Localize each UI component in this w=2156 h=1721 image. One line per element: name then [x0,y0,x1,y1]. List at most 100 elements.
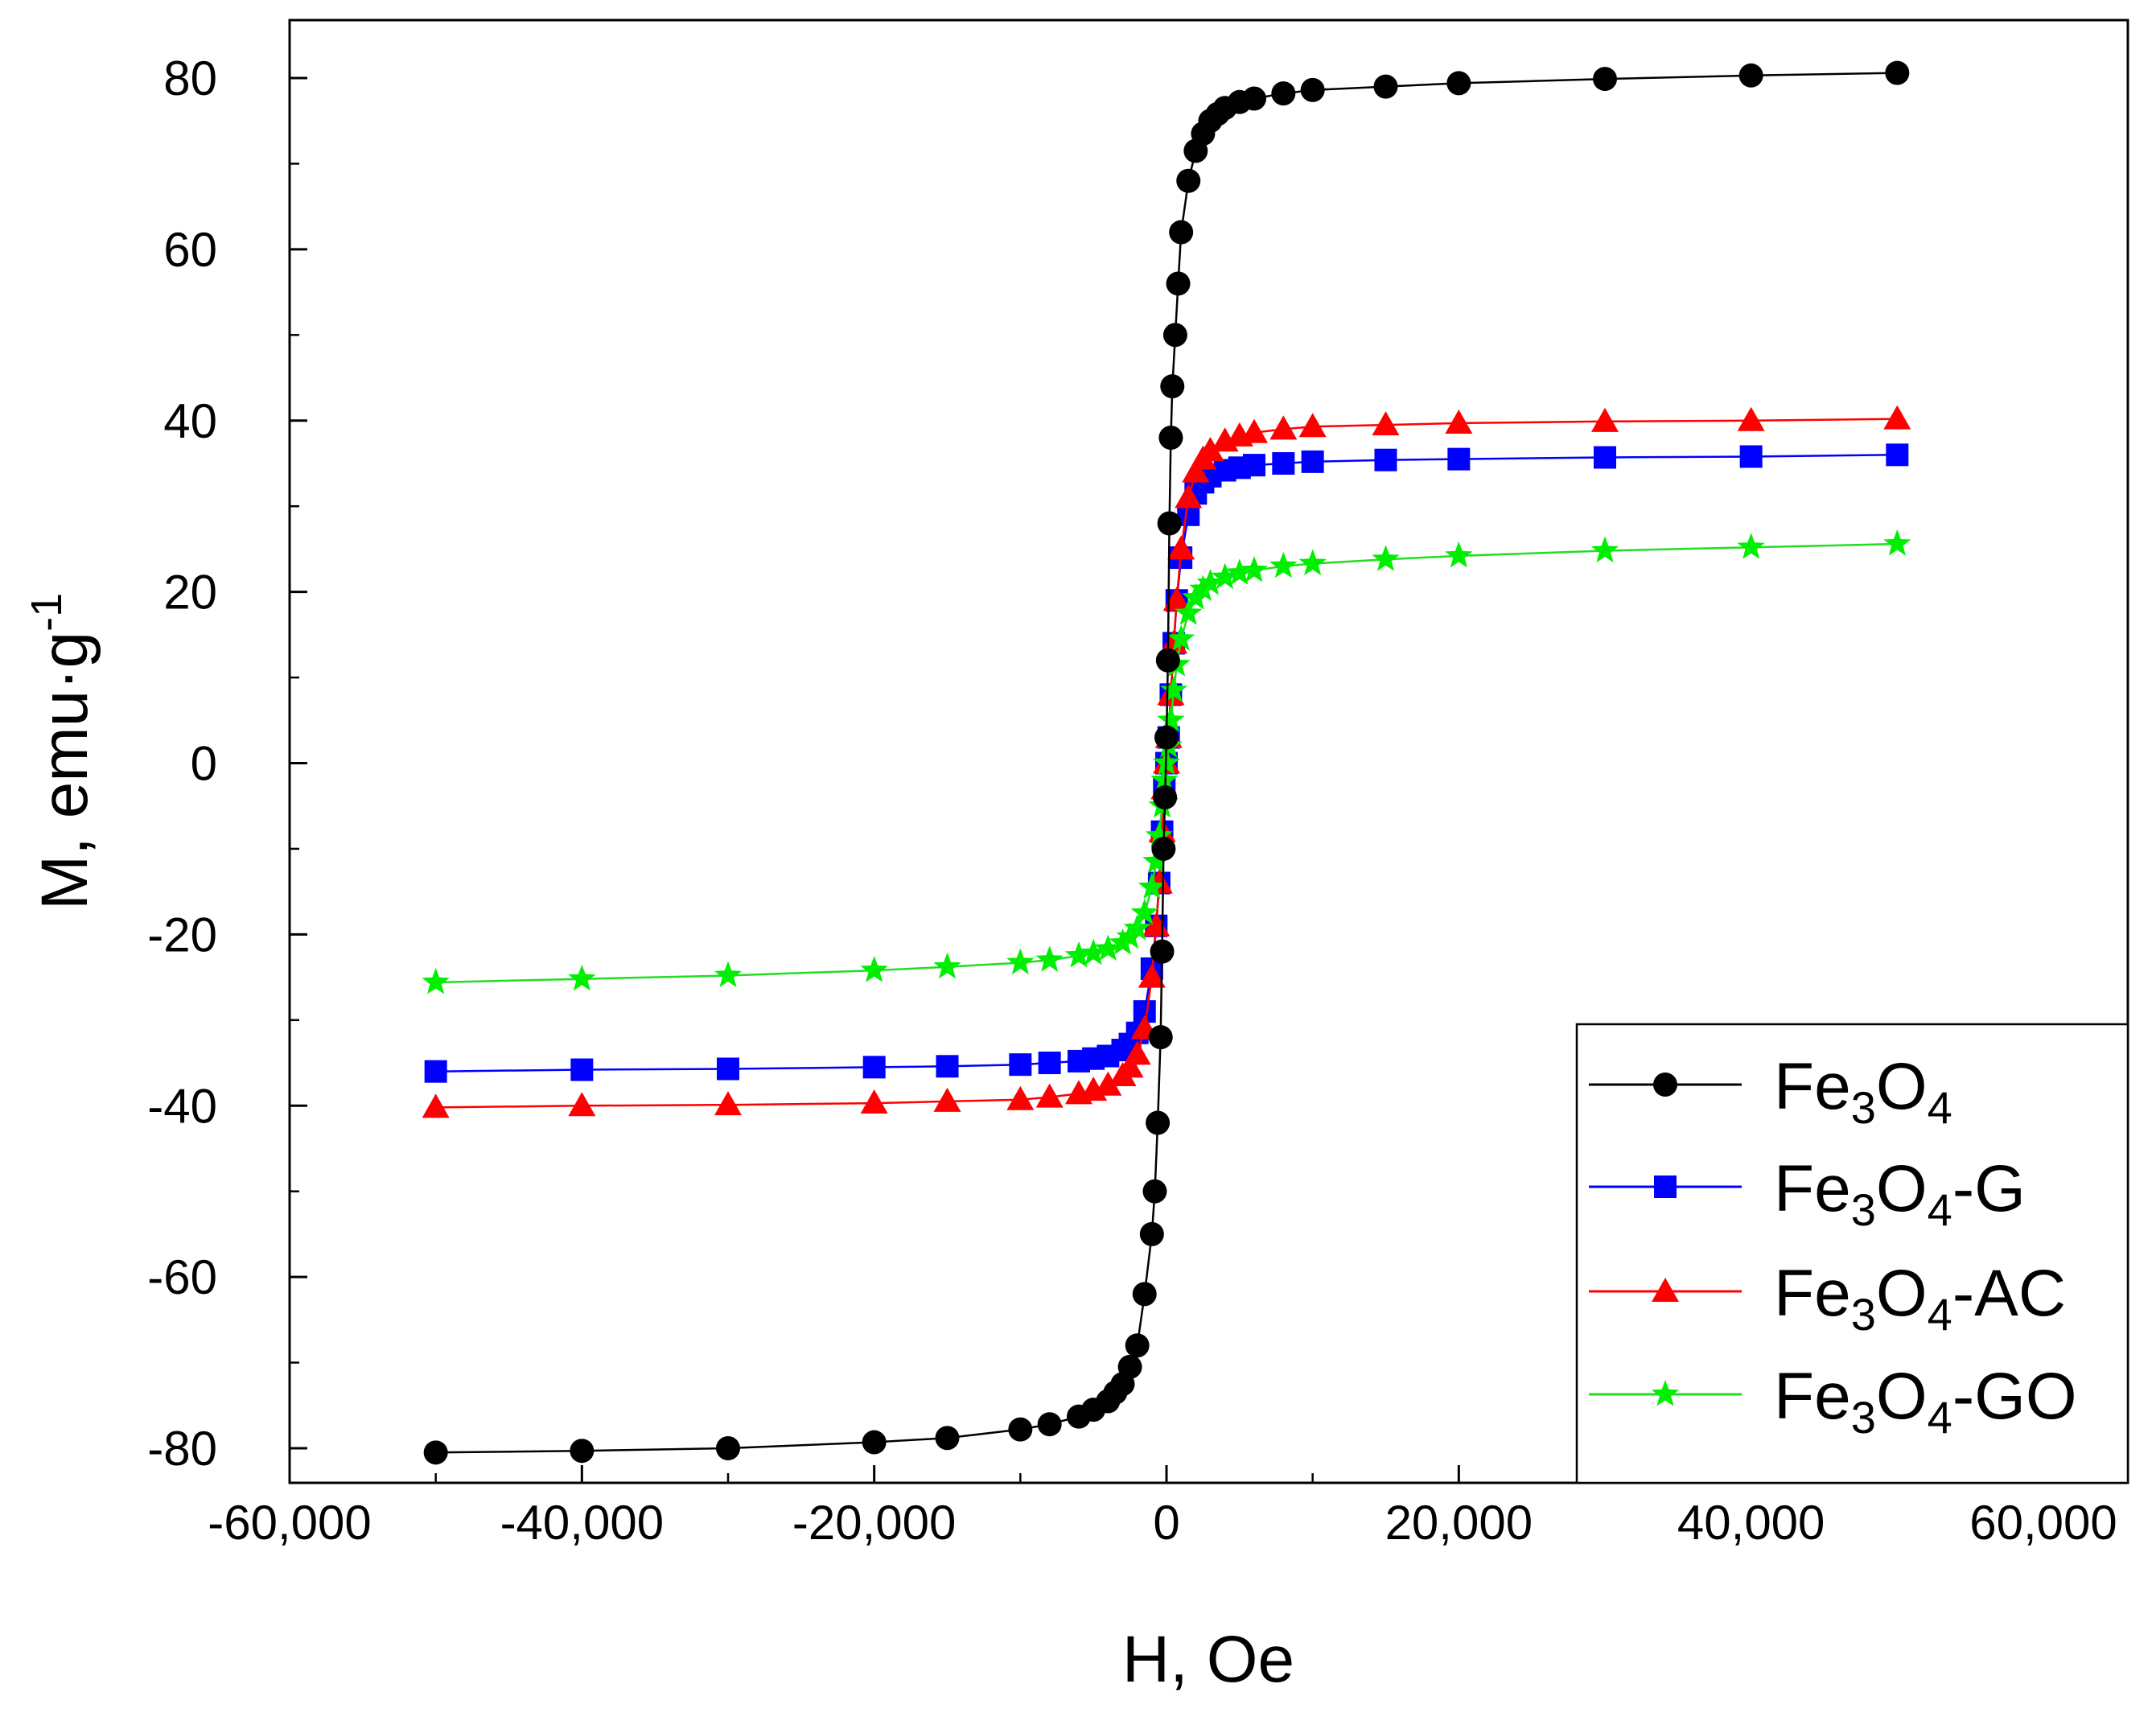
data-point [860,956,888,982]
data-point [1123,913,1151,941]
data-point [860,1089,888,1114]
legend-label-sub: 3 [1851,1289,1876,1340]
data-point [1117,1354,1142,1379]
data-point [1593,67,1617,92]
data-point [1157,511,1182,536]
data-point [1737,533,1765,559]
y-tick-label: 0 [191,737,217,791]
data-point [1157,706,1185,732]
x-tick-label: 20,000 [1385,1496,1533,1550]
data-point [1008,1417,1033,1442]
data-point [1189,574,1217,601]
data-point [1153,785,1178,810]
data-point [1883,405,1911,430]
data-point [1006,948,1035,975]
legend-label: Fe3O4-GO [1774,1360,2077,1443]
x-tick-label: 60,000 [1969,1496,2117,1550]
data-point [1301,450,1324,473]
data-point [1158,426,1183,451]
legend-label-mid: O [1876,1050,1928,1123]
y-tick-label: 40 [163,394,217,448]
legend-label-base: Fe [1774,1257,1851,1330]
data-point [933,952,961,979]
data-point [1145,821,1173,848]
legend-label-sub: 4 [1928,1392,1952,1443]
data-point [1300,77,1325,102]
data-point [1155,648,1180,673]
data-point [1182,458,1210,483]
data-point [1116,1053,1144,1078]
data-point [1169,220,1194,245]
data-point [1125,1333,1150,1358]
data-point [714,961,743,987]
data-point [1154,725,1179,750]
legend-label-sub: 4 [1928,1082,1952,1133]
data-point [1148,1025,1173,1050]
data-point [1372,545,1400,571]
data-point [1160,676,1188,702]
data-point [717,1057,739,1081]
data-point [1138,963,1166,988]
data-point [1298,549,1327,576]
x-axis-label: H, Oe [1122,1623,1294,1696]
data-point [1037,1412,1062,1437]
legend-label-sub: 4 [1928,1289,1952,1340]
data-point [936,1055,959,1078]
data-point [1591,407,1619,432]
data-point [1162,587,1191,611]
legend-marker [1654,1175,1677,1198]
data-point [1094,934,1122,961]
data-point [1064,941,1093,968]
data-point [1594,446,1616,469]
data-point [1445,409,1473,434]
data-point [1162,323,1187,348]
data-point [1006,1085,1035,1110]
x-tick-label: -40,000 [500,1496,664,1550]
legend-label-sub: 4 [1928,1184,1952,1235]
legend-marker [1653,1073,1677,1097]
y-tick-label: -60 [147,1250,217,1304]
legend-label-suffix: -AC [1952,1257,2066,1330]
data-point [424,1060,447,1083]
data-point [1445,541,1473,568]
legend-item: Fe3O4 [1589,1050,1952,1133]
data-point [1080,938,1108,965]
data-point [1196,437,1224,462]
data-point [1035,1083,1064,1108]
data-point [1160,374,1185,399]
x-axis-title: H, Oe [1122,1623,1294,1696]
data-point [1885,60,1910,85]
legend-label-mid: O [1876,1360,1928,1433]
data-point [568,1092,596,1117]
data-point [862,1056,886,1079]
data-point [1139,1221,1164,1246]
data-point [1166,271,1191,296]
axis-ticks: -60,000 -40,000 -20,000 0 20,000 40,000 60,000… [147,51,2117,1550]
legend-box [1575,1023,2129,1484]
data-point [1150,765,1179,793]
data-point [1094,1071,1122,1096]
data-point [1886,443,1909,467]
y-tick-label: 80 [163,51,217,105]
data-point [1269,415,1298,440]
y-tick-label: -40 [147,1079,217,1133]
data-point [1146,1110,1171,1135]
data-point [1211,562,1239,590]
legend-label: Fe3O4-AC [1774,1257,2066,1340]
data-point [1175,484,1203,508]
data-point [1374,448,1397,471]
data-point [935,1426,960,1451]
legend-label-base: Fe [1774,1152,1851,1225]
data-point [1883,529,1911,556]
data-point [423,1440,448,1465]
legend-label-base: Fe [1774,1360,1851,1433]
legend-label-mid: O [1876,1152,1928,1225]
data-point [1447,447,1471,471]
data-point [1176,168,1201,193]
data-point [1225,558,1253,585]
x-tick-label: -60,000 [208,1496,372,1550]
data-point [716,1436,740,1460]
y-tick-label: 60 [163,223,217,277]
series-layer [422,60,1911,1465]
